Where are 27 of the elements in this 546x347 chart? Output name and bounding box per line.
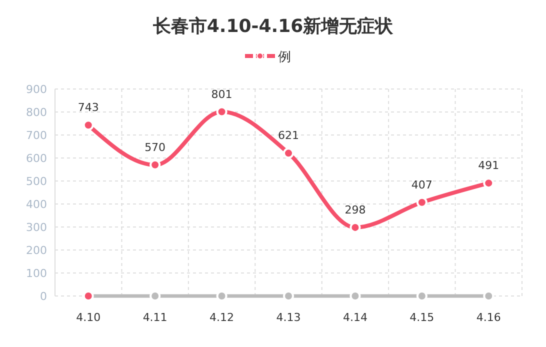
y-tick-label: 400 — [26, 198, 47, 211]
y-tick-label: 500 — [26, 175, 47, 188]
y-tick-label: 800 — [26, 106, 47, 119]
y-tick-label: 300 — [26, 221, 47, 234]
x-tick-label: 4.12 — [210, 311, 234, 324]
x-tick-label: 4.15 — [410, 311, 434, 324]
y-tick-label: 600 — [26, 152, 47, 165]
data-label: 407 — [411, 178, 432, 192]
x-tick-label: 4.14 — [342, 311, 368, 324]
data-label: 570 — [144, 140, 166, 154]
point — [283, 148, 294, 159]
data-label: 801 — [211, 88, 232, 101]
y-tick-label: 200 — [26, 244, 47, 257]
x-tick-label: 4.11 — [142, 311, 168, 324]
y-tick-label: 0 — [40, 290, 47, 303]
x-tick-label: 4.16 — [476, 311, 501, 324]
data-label: 621 — [278, 129, 299, 142]
chart-title: 长春市4.10-4.16新增无症状 — [152, 16, 394, 37]
x-tick-label: 4.10 — [76, 311, 101, 324]
y-tick-label: 700 — [26, 129, 47, 142]
data-label: 743 — [78, 101, 99, 114]
data-label: 298 — [344, 203, 366, 216]
legend-label: 例 — [278, 50, 291, 65]
y-tick-label: 100 — [26, 267, 47, 280]
x-tick-label: 4.13 — [276, 311, 301, 324]
data-label: 491 — [478, 159, 500, 172]
y-tick-label: 900 — [26, 83, 47, 96]
